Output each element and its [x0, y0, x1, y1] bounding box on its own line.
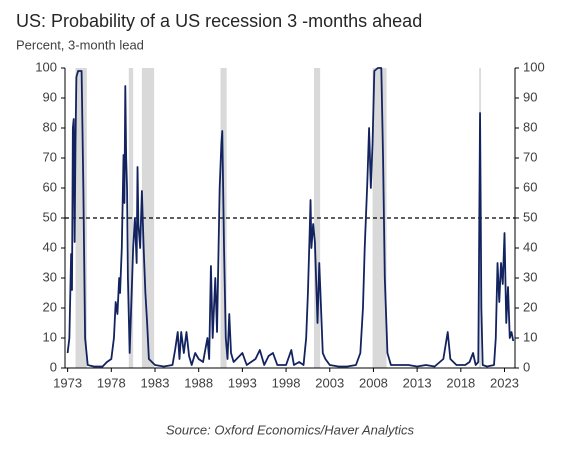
y2-tick-label: 10 — [523, 329, 537, 344]
y2-tick-label: 80 — [523, 119, 537, 134]
x-tick-label: 2013 — [403, 375, 432, 390]
x-tick-label: 1973 — [53, 375, 82, 390]
x-tick-label: 1988 — [184, 375, 213, 390]
y2-tick-label: 0 — [523, 359, 530, 374]
y-tick-label: 70 — [43, 149, 57, 164]
chart-subtitle: Percent, 3-month lead — [16, 37, 144, 52]
y2-tick-label: 70 — [523, 149, 537, 164]
x-tick-label: 1983 — [141, 375, 170, 390]
x-tick-label: 1993 — [228, 375, 257, 390]
x-tick-label: 1998 — [272, 375, 301, 390]
x-tick-label: 2023 — [490, 375, 519, 390]
y-tick-label: 20 — [43, 299, 57, 314]
y2-tick-label: 60 — [523, 179, 537, 194]
y2-tick-label: 20 — [523, 299, 537, 314]
x-tick-label: 2003 — [315, 375, 344, 390]
y2-tick-label: 50 — [523, 209, 537, 224]
y2-tick-label: 30 — [523, 269, 537, 284]
x-tick-label: 2018 — [446, 375, 475, 390]
x-tick-label: 1978 — [97, 375, 126, 390]
y2-tick-label: 40 — [523, 239, 537, 254]
y-tick-label: 90 — [43, 89, 57, 104]
source: Source: Oxford Economics/Haver Analytics — [166, 422, 415, 437]
y-tick-label: 30 — [43, 269, 57, 284]
y-tick-label: 80 — [43, 119, 57, 134]
y2-tick-label: 100 — [523, 59, 545, 74]
y-tick-label: 60 — [43, 179, 57, 194]
y2-tick-label: 90 — [523, 89, 537, 104]
y-tick-label: 10 — [43, 329, 57, 344]
x-tick-label: 2008 — [359, 375, 388, 390]
y-tick-label: 100 — [35, 59, 57, 74]
y-tick-label: 0 — [50, 359, 57, 374]
y-tick-label: 50 — [43, 209, 57, 224]
y-tick-label: 40 — [43, 239, 57, 254]
chart-title: US: Probability of a US recession 3 -mon… — [16, 11, 422, 31]
line-series — [66, 67, 515, 368]
